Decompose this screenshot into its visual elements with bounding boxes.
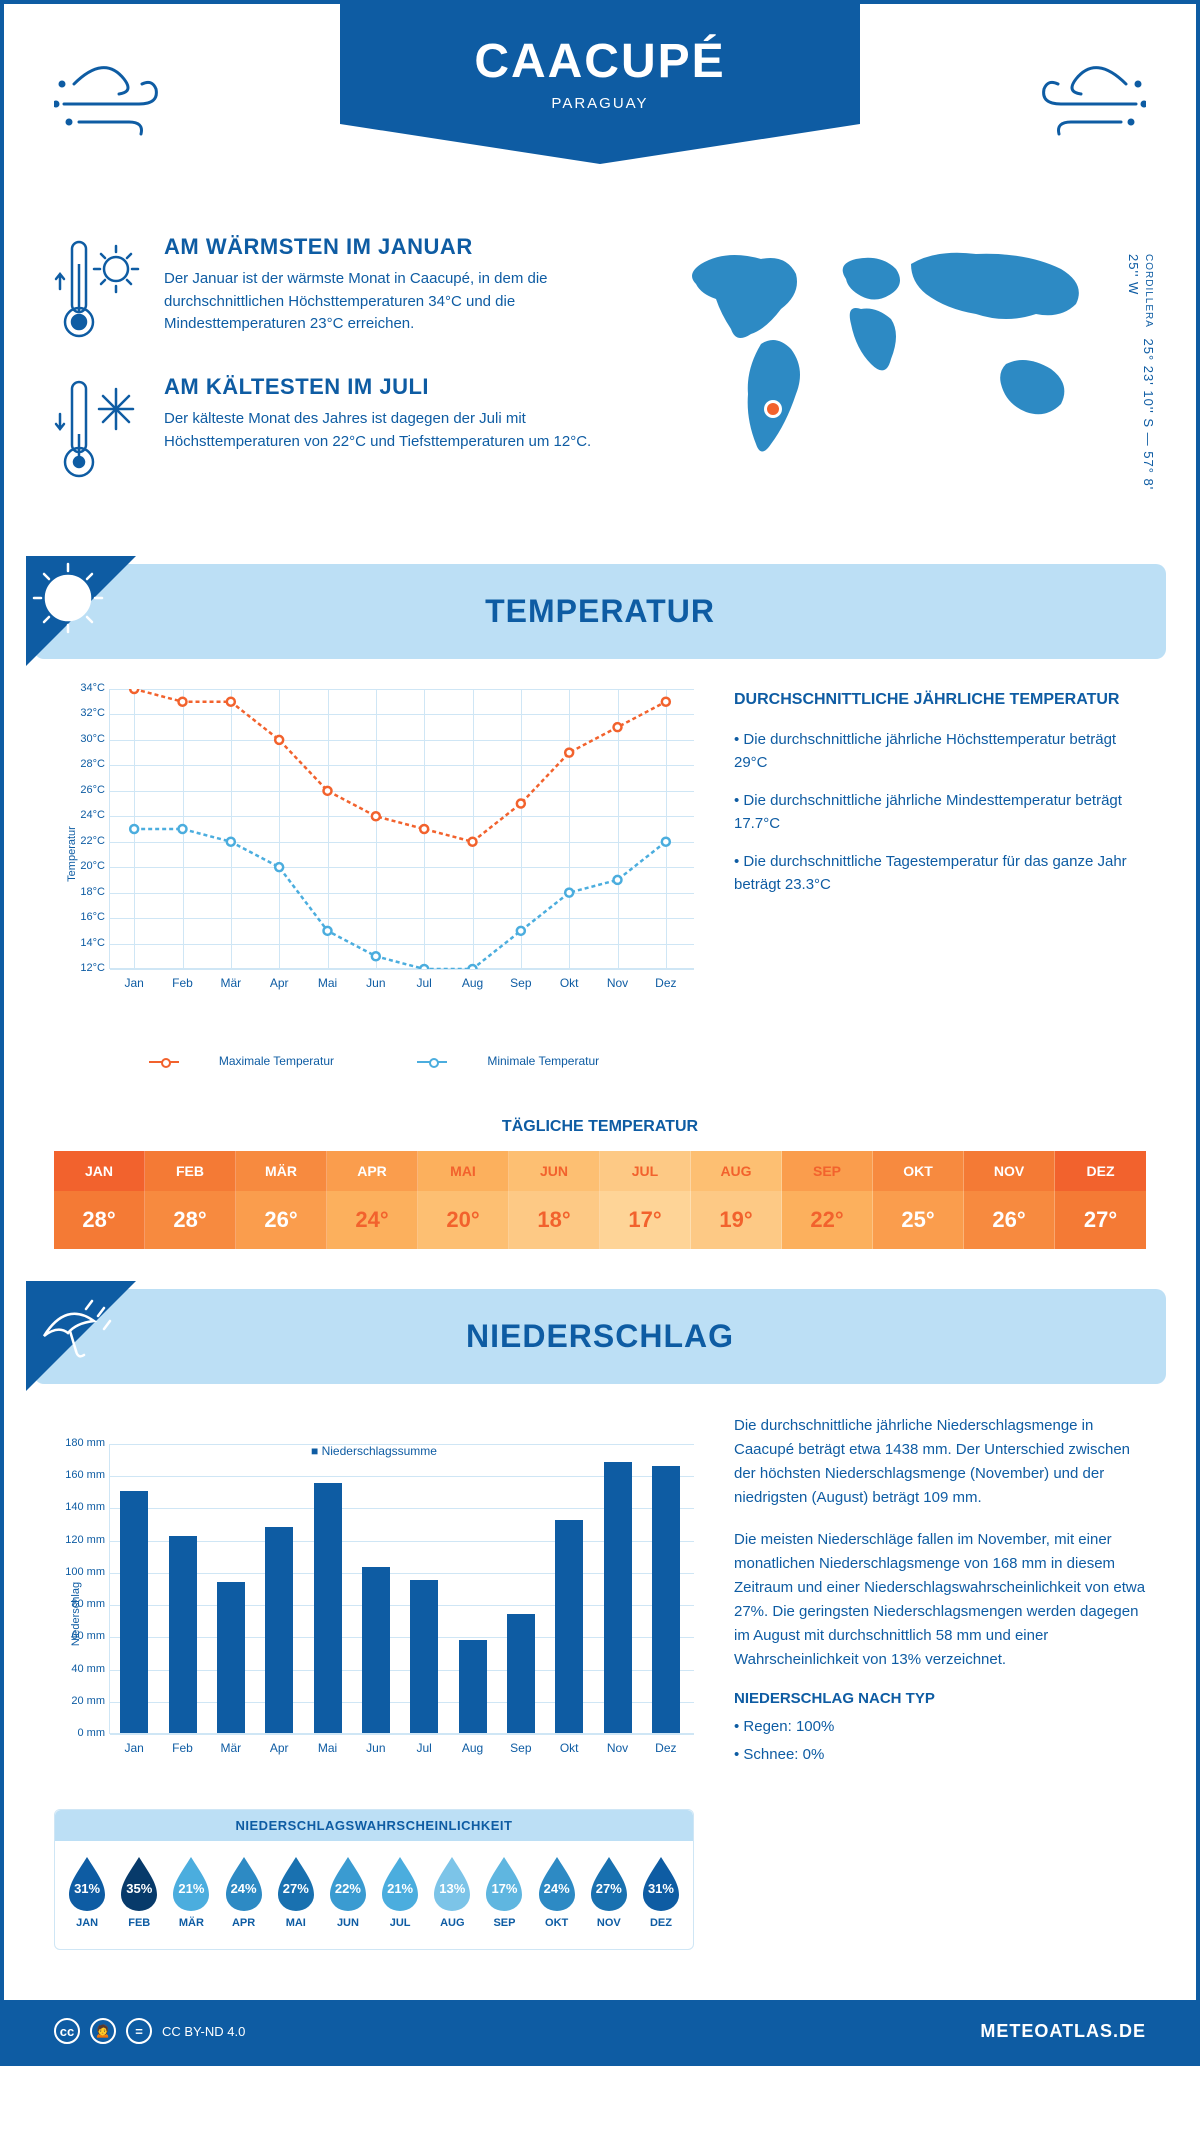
- prob-cell: 24%OKT: [531, 1855, 583, 1929]
- license-text: CC BY-ND 4.0: [162, 2024, 245, 2039]
- daily-cell: JUL17°: [600, 1151, 691, 1249]
- temperature-content: Temperatur 12°C14°C16°C18°C20°C22°C24°C2…: [4, 689, 1196, 1098]
- sun-corner-icon: [26, 556, 136, 666]
- chart-legend: #leg-max::after{border-color:#f2622d}Max…: [54, 1054, 694, 1068]
- daily-cell: NOV26°: [964, 1151, 1055, 1249]
- bar: [362, 1567, 390, 1733]
- daily-cell: AUG19°: [691, 1151, 782, 1249]
- site-name: METEOATLAS.DE: [980, 2021, 1146, 2042]
- precipitation-header: NIEDERSCHLAG: [34, 1289, 1166, 1384]
- wind-icon: [1016, 44, 1146, 149]
- bar: [217, 1582, 245, 1733]
- temp-info-point: • Die durchschnittliche jährliche Mindes…: [734, 790, 1146, 835]
- coldest-fact: AM KÄLTESTEN IM JULI Der kälteste Monat …: [54, 374, 636, 489]
- nd-icon: =: [126, 2018, 152, 2044]
- precipitation-content: Niederschlag 0 mm20 mm40 mm60 mm80 mm100…: [4, 1414, 1196, 1980]
- warm-title: AM WÄRMSTEN IM JANUAR: [164, 234, 636, 260]
- daily-cell: MÄR26°: [236, 1151, 327, 1249]
- facts-section: AM WÄRMSTEN IM JANUAR Der Januar ist der…: [4, 224, 1196, 544]
- precip-p1: Die durchschnittliche jährliche Niedersc…: [734, 1414, 1146, 1510]
- legend-max: Maximale Temperatur: [219, 1054, 334, 1068]
- warmest-fact: AM WÄRMSTEN IM JANUAR Der Januar ist der…: [54, 234, 636, 349]
- by-icon: 🙍: [90, 2018, 116, 2044]
- legend-min: Minimale Temperatur: [487, 1054, 599, 1068]
- precipitation-chart: Niederschlag 0 mm20 mm40 mm60 mm80 mm100…: [54, 1444, 694, 1784]
- section-title: TEMPERATUR: [485, 593, 715, 630]
- prob-cell: 31%JAN: [61, 1855, 113, 1929]
- temp-info-title: DURCHSCHNITTLICHE JÄHRLICHE TEMPERATUR: [734, 689, 1146, 711]
- precip-p2: Die meisten Niederschläge fallen im Nove…: [734, 1528, 1146, 1672]
- prob-title: NIEDERSCHLAGSWAHRSCHEINLICHKEIT: [55, 1810, 693, 1841]
- temperature-chart: Temperatur 12°C14°C16°C18°C20°C22°C24°C2…: [54, 689, 694, 1068]
- precipitation-info: Die durchschnittliche jährliche Niedersc…: [734, 1414, 1146, 1950]
- bar: [604, 1462, 632, 1733]
- city-name: CAACUPÉ: [340, 34, 860, 89]
- precip-bytype-item: • Regen: 100%: [734, 1715, 1146, 1739]
- temp-info-point: • Die durchschnittliche jährliche Höchst…: [734, 729, 1146, 774]
- prob-cell: 35%FEB: [113, 1855, 165, 1929]
- prob-cell: 27%NOV: [583, 1855, 635, 1929]
- cold-text: Der kälteste Monat des Jahres ist dagege…: [164, 408, 636, 453]
- daily-cell: APR24°: [327, 1151, 418, 1249]
- daily-temp-table: JAN28°FEB28°MÄR26°APR24°MAI20°JUN18°JUL1…: [54, 1151, 1146, 1249]
- bar: [265, 1527, 293, 1733]
- bar: [314, 1483, 342, 1733]
- coordinates: CORDILLERA 25° 23' 10'' S — 57° 8' 25'' …: [1126, 254, 1156, 514]
- cc-icon: cc: [54, 2018, 80, 2044]
- warm-text: Der Januar ist der wärmste Monat in Caac…: [164, 268, 636, 336]
- bar: [120, 1491, 148, 1733]
- daily-cell: JUN18°: [509, 1151, 600, 1249]
- prob-cell: 21%MÄR: [165, 1855, 217, 1929]
- bar: [169, 1536, 197, 1733]
- temp-info-point: • Die durchschnittliche Tagestemperatur …: [734, 851, 1146, 896]
- world-map: CORDILLERA 25° 23' 10'' S — 57° 8' 25'' …: [666, 234, 1146, 514]
- prob-cell: 24%APR: [218, 1855, 270, 1929]
- temperature-info: DURCHSCHNITTLICHE JÄHRLICHE TEMPERATUR •…: [734, 689, 1146, 1068]
- section-title: NIEDERSCHLAG: [466, 1318, 734, 1355]
- cold-title: AM KÄLTESTEN IM JULI: [164, 374, 636, 400]
- prob-cell: 22%JUN: [322, 1855, 374, 1929]
- bar: [507, 1614, 535, 1733]
- precipitation-probability: NIEDERSCHLAGSWAHRSCHEINLICHKEIT 31%JAN35…: [54, 1809, 694, 1950]
- header: CAACUPÉ PARAGUAY: [4, 4, 1196, 224]
- precip-bytype-title: NIEDERSCHLAG NACH TYP: [734, 1690, 1146, 1707]
- prob-cell: 17%SEP: [478, 1855, 530, 1929]
- facts-text: AM WÄRMSTEN IM JANUAR Der Januar ist der…: [54, 234, 636, 514]
- page: CAACUPÉ PARAGUAY AM WÄRMSTEN IM JANUAR D…: [0, 0, 1200, 2066]
- prob-cell: 27%MAI: [270, 1855, 322, 1929]
- prob-cell: 13%AUG: [426, 1855, 478, 1929]
- region-label: CORDILLERA: [1143, 254, 1154, 328]
- wind-icon: [54, 44, 184, 149]
- prob-cell: 31%DEZ: [635, 1855, 687, 1929]
- umbrella-corner-icon: [26, 1281, 136, 1391]
- bar: [652, 1466, 680, 1733]
- bar: [459, 1640, 487, 1733]
- thermometer-snow-icon: [54, 374, 144, 489]
- daily-cell: JAN28°: [54, 1151, 145, 1249]
- license: cc 🙍 = CC BY-ND 4.0: [54, 2018, 245, 2044]
- thermometer-sun-icon: [54, 234, 144, 349]
- title-banner: CAACUPÉ PARAGUAY: [340, 4, 860, 164]
- bar: [410, 1580, 438, 1733]
- daily-cell: OKT25°: [873, 1151, 964, 1249]
- temperature-header: TEMPERATUR: [34, 564, 1166, 659]
- daily-cell: SEP22°: [782, 1151, 873, 1249]
- daily-cell: DEZ27°: [1055, 1151, 1146, 1249]
- daily-temp-title: TÄGLICHE TEMPERATUR: [4, 1118, 1196, 1136]
- precip-bytype-item: • Schnee: 0%: [734, 1743, 1146, 1767]
- footer: cc 🙍 = CC BY-ND 4.0 METEOATLAS.DE: [4, 2000, 1196, 2062]
- bar: [555, 1520, 583, 1733]
- prob-cell: 21%JUL: [374, 1855, 426, 1929]
- daily-cell: MAI20°: [418, 1151, 509, 1249]
- country-name: PARAGUAY: [340, 95, 860, 112]
- daily-cell: FEB28°: [145, 1151, 236, 1249]
